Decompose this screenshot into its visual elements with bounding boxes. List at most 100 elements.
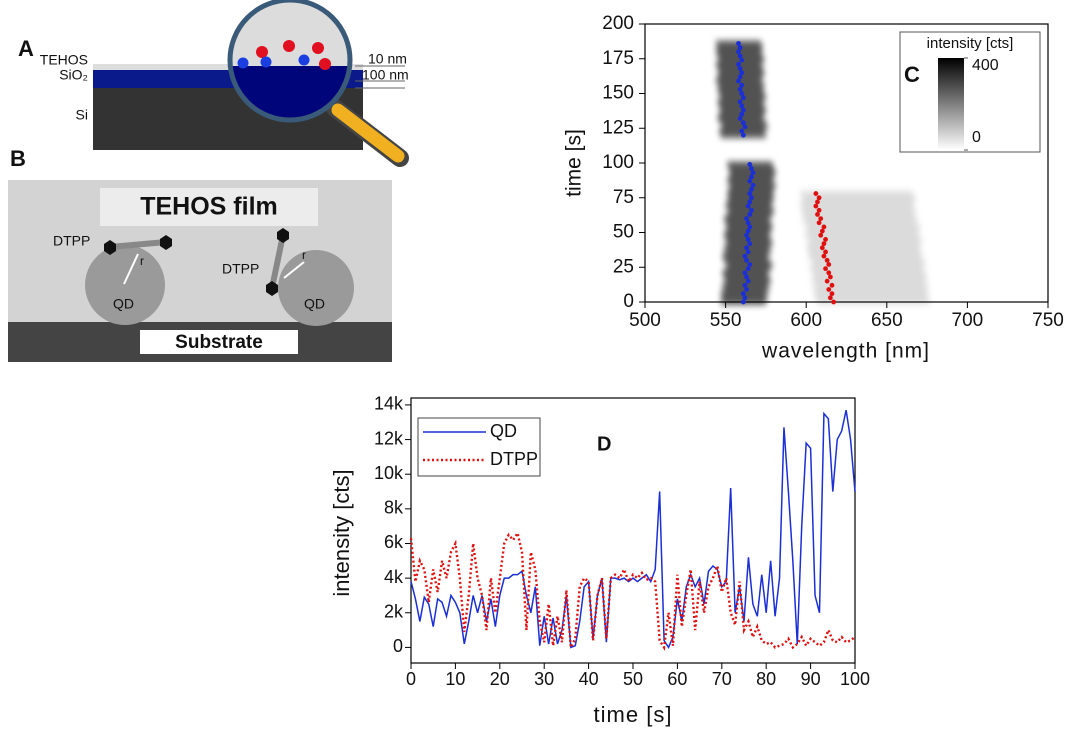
x-tick-label: 20 [490,669,510,689]
data-point [737,74,743,80]
data-point [816,195,822,201]
data-point [740,291,746,297]
x-tick-label: 650 [871,310,903,331]
y-tick-label: 2k [384,602,404,622]
data-point [821,224,827,230]
panel-label: D [597,433,611,455]
data-point [819,228,825,234]
data-point [740,107,746,113]
data-point [739,82,745,88]
intensity-band [815,281,929,290]
x-tick-label: 50 [623,669,643,689]
intensity-band [807,252,921,261]
x-tick-label: 80 [756,669,776,689]
y-tick-label: 14k [374,394,404,414]
intensity-band [817,298,931,306]
data-point [737,86,743,92]
intensity-band [812,268,926,277]
intensity-band [807,239,921,248]
intensity-band [811,256,924,265]
data-point [829,291,835,297]
data-point [813,191,819,196]
intensity-band [809,235,923,244]
substrate-label: Substrate [175,332,263,353]
data-point [748,195,754,201]
data-point [742,253,748,259]
data-point [826,262,832,267]
intensity-band [801,210,915,219]
x-tick-label: 30 [534,669,554,689]
data-point [747,199,753,205]
data-point [815,212,820,217]
x-tick-label: 60 [667,669,687,689]
data-point [739,103,745,109]
data-point [736,78,741,84]
data-point [742,124,748,130]
data-point [744,216,749,222]
intensity-band [799,189,913,198]
data-point [748,174,754,180]
y-tick-label: 150 [602,83,634,104]
y-tick-label: 12k [374,428,404,448]
y-tick-label: 175 [602,48,634,69]
colorbar-tick-label: 0 [972,129,981,146]
intensity-band [806,243,920,252]
data-point [748,187,754,192]
data-point [747,262,753,267]
intensity-band [812,260,926,269]
data-point [819,245,825,251]
data-point [744,245,749,251]
data-point [740,132,746,138]
legend-label: QD [490,421,517,441]
data-point [737,45,743,51]
qd-label: QD [304,296,325,312]
data-point [742,295,748,301]
data-point [750,170,756,176]
intensity-band [802,218,916,227]
data-point [750,182,756,188]
film-label: TEHOS film [140,193,278,221]
data-point [824,257,830,263]
intensity-band [802,193,916,202]
intensity-band [802,206,916,215]
y-axis-label: intensity [cts] [329,469,354,596]
x-tick-label: 40 [579,669,599,689]
layer-label: SiO₂ [59,67,88,83]
y-tick-label: 6k [384,532,404,552]
data-point [747,224,753,230]
data-point [813,203,819,209]
data-point [739,70,745,76]
panel-label: B [10,146,26,171]
data-point [745,203,751,209]
data-point [748,166,754,171]
intensity-band [807,222,921,231]
x-tick-label: 100 [840,669,870,689]
data-point [739,57,745,63]
colorbar-tick-label: 400 [972,57,999,74]
intensity-band [799,202,913,211]
data-point [823,249,828,255]
legend-label: DTPP [490,449,538,469]
intensity-band [811,277,924,286]
data-point [821,241,827,247]
x-tick-label: 90 [801,669,821,689]
dtpp-label: DTPP [222,261,259,277]
x-tick-label: 70 [712,669,732,689]
x-tick-label: 550 [710,310,742,331]
layer-label: TEHOS [40,52,88,68]
data-point [747,191,753,196]
qd-label: QD [113,296,134,312]
label-box [100,188,318,226]
data-line [410,409,856,650]
y-tick-label: 75 [613,187,634,208]
data-point [821,253,827,259]
data-point [815,199,820,205]
data-point [824,278,830,284]
y-tick-label: 50 [613,222,634,243]
x-tick-label: 700 [952,310,984,331]
molecules [85,228,354,326]
data-point [827,274,833,280]
intensity-band [814,293,928,302]
intensity-band [812,285,926,294]
